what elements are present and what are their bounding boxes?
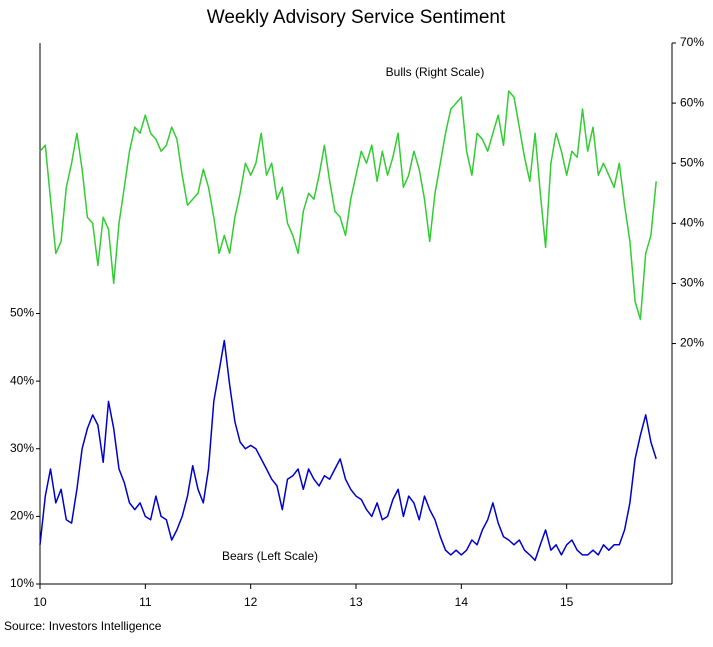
series-line [39,90,657,321]
series-label: Bulls (Right Scale) [386,65,485,79]
y-tick-label: 10% [10,576,34,590]
y-tick-label: 40% [10,373,34,387]
y2-tick-label: 60% [680,95,704,109]
y-tick-label: 30% [10,441,34,455]
x-tick-label: 14 [455,595,469,609]
series-label: Bears (Left Scale) [222,549,318,563]
source: Source: Investors Intelligence [4,619,162,633]
y-tick-label: 50% [10,306,34,320]
y2-tick-label: 20% [680,336,704,350]
x-tick-label: 15 [560,595,574,609]
chart-title: Weekly Advisory Service Sentiment [207,7,506,28]
y2-tick-label: 50% [680,155,704,169]
y-tick-label: 20% [10,509,34,523]
x-tick-label: 13 [349,595,363,609]
x-tick-label: 12 [244,595,258,609]
y2-tick-label: 30% [680,276,704,290]
x-tick-label: 11 [139,595,152,609]
series-line [39,339,657,562]
y2-tick-label: 40% [680,216,704,230]
x-tick-label: 10 [33,595,47,609]
y2-tick-label: 70% [680,35,704,49]
